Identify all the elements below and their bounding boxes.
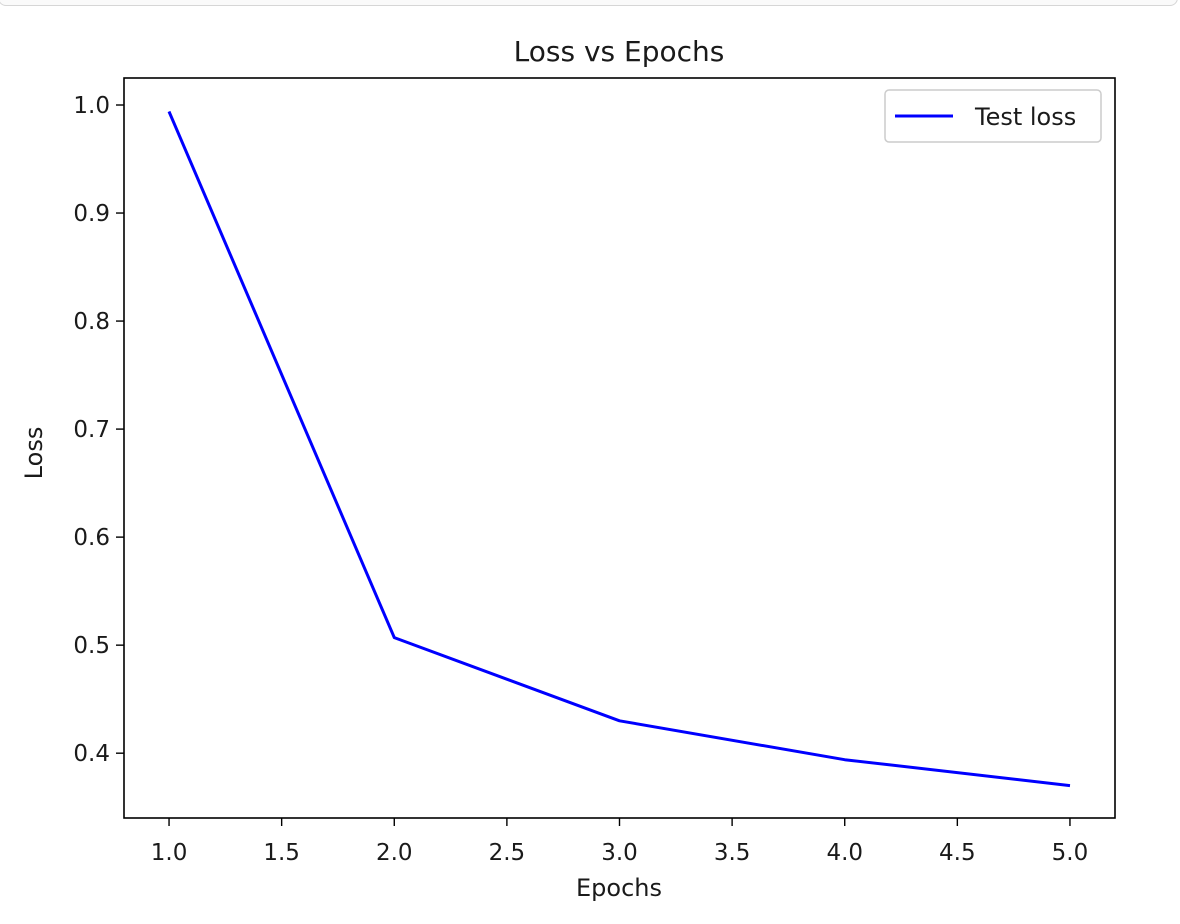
x-tick-label: 4.5 (939, 840, 976, 866)
y-tick-label: 0.5 (73, 633, 110, 659)
chart-title: Loss vs Epochs (514, 35, 725, 68)
plot-area (123, 77, 1116, 819)
x-axis: 1.0 1.5 2.0 2.5 3.0 3.5 4.0 4.5 5.0 (151, 818, 1088, 866)
series-layer (167, 110, 1071, 788)
y-axis-label: Loss (20, 427, 48, 480)
legend: Test loss (884, 89, 1102, 143)
x-tick-label: 2.0 (376, 840, 413, 866)
x-tick-label: 4.0 (826, 840, 863, 866)
x-tick-label: 3.5 (714, 840, 751, 866)
axes-frame (123, 77, 1116, 819)
x-axis-label: Epochs (576, 874, 662, 902)
x-tick-label: 3.0 (601, 840, 638, 866)
series-line-test-loss (167, 110, 1071, 788)
x-tick-label: 5.0 (1052, 840, 1089, 866)
y-tick-label: 0.6 (73, 525, 110, 551)
x-tick-label: 1.0 (151, 840, 188, 866)
x-tick-label: 1.5 (263, 840, 300, 866)
legend-label-test-loss: Test loss (974, 103, 1076, 131)
y-tick-label: 1.0 (73, 93, 110, 119)
y-tick-label: 0.9 (73, 201, 110, 227)
y-tick-label: 0.8 (73, 309, 110, 335)
y-tick-label: 0.4 (73, 741, 110, 767)
y-axis: 0.4 0.5 0.6 0.7 0.8 0.9 1.0 (73, 93, 124, 767)
y-tick-label: 0.7 (73, 417, 110, 443)
legend-box (884, 89, 1102, 143)
x-tick-label: 2.5 (489, 840, 526, 866)
